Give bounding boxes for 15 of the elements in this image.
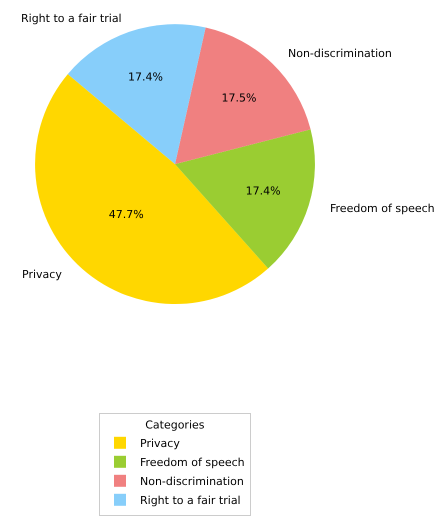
legend-label: Non-discrimination [140,475,244,488]
data-label: 17.4% [128,70,163,84]
slice-label: Freedom of speech [330,202,435,215]
pie-slice [175,129,315,269]
legend-title: Categories [145,418,205,432]
legend-label: Freedom of speech [140,456,245,470]
data-label: 17.4% [246,184,281,198]
legend-label: Right to a fair trial [140,494,241,508]
legend-label: Privacy [140,437,180,450]
data-label: 17.5% [222,92,256,105]
slice-label: Privacy [22,268,62,281]
slice-label: Non-discrimination [288,47,392,60]
pie-slice [68,24,206,164]
slice-label: Right to a fair trial [21,12,122,25]
data-label: 47.7% [108,208,144,221]
